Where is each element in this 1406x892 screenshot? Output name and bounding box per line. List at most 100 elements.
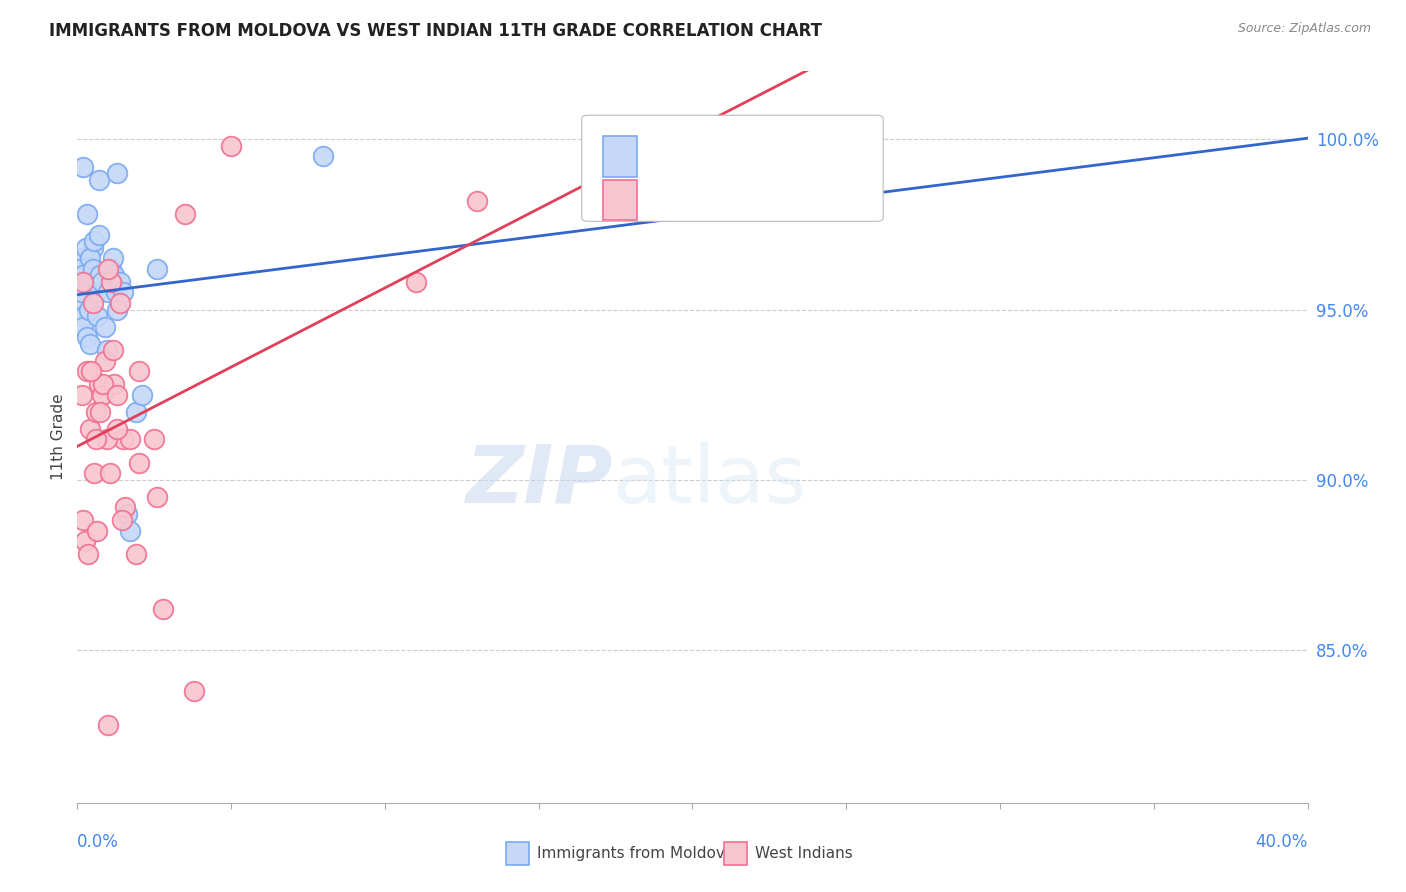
Text: West Indians: West Indians [755,847,853,861]
Point [152,602,174,616]
Point [90,387,114,401]
Text: 0.359: 0.359 [695,147,748,165]
Point [105,302,128,317]
Point [73,310,96,324]
Point [114,500,136,514]
FancyBboxPatch shape [582,115,883,221]
Point [125,548,148,562]
Point [105,166,128,180]
Point [75,241,97,255]
Point [96,432,118,446]
Point [86,524,108,538]
Text: N =: N = [770,191,817,209]
Point [112,285,135,300]
Point [128,364,150,378]
Point [83,235,105,249]
Point [69,261,91,276]
Text: R =: R = [647,191,683,209]
Point [118,432,141,446]
Point [82,295,104,310]
Point [105,421,128,435]
Point [101,343,124,358]
Text: ZIP: ZIP [465,442,613,520]
Point [76,364,98,378]
Point [100,275,122,289]
Point [94,319,117,334]
Point [219,139,242,153]
Text: N =: N = [770,147,817,165]
Point [70,387,93,401]
Text: R =: R = [647,147,683,165]
Point [73,533,96,548]
Point [72,275,94,289]
Point [100,261,122,276]
FancyBboxPatch shape [603,136,637,177]
Point [77,302,100,317]
Point [143,432,166,446]
Point [80,364,103,378]
Point [77,548,100,562]
Point [72,160,94,174]
Point [73,295,96,310]
Text: IMMIGRANTS FROM MOLDOVA VS WEST INDIAN 11TH GRADE CORRELATION CHART: IMMIGRANTS FROM MOLDOVA VS WEST INDIAN 1… [49,22,823,40]
Point [86,310,108,324]
Point [103,268,125,283]
Point [101,252,124,266]
Point [146,261,169,276]
Point [465,194,488,208]
Point [89,268,111,283]
Point [83,466,105,480]
Point [118,524,141,538]
Point [87,173,110,187]
Text: 43: 43 [813,147,837,165]
Point [110,295,132,310]
Point [76,207,98,221]
FancyBboxPatch shape [603,180,637,220]
Point [128,456,150,470]
Point [70,285,93,300]
Text: 0.0%: 0.0% [77,833,120,852]
Point [111,513,134,527]
Point [405,275,427,289]
Point [82,241,104,255]
Point [87,377,110,392]
Point [110,275,132,289]
Point [72,268,94,283]
Point [70,252,93,266]
Point [79,336,101,351]
Point [131,387,153,401]
Point [72,319,94,334]
Y-axis label: 11th Grade: 11th Grade [51,393,66,481]
Text: 0.458: 0.458 [695,191,748,209]
Text: 40.0%: 40.0% [1256,833,1308,852]
Point [84,432,107,446]
Text: 43: 43 [813,191,837,209]
Point [72,285,94,300]
Point [97,285,120,300]
Point [125,404,148,418]
Point [70,275,93,289]
Text: atlas: atlas [613,442,807,520]
Point [84,404,107,418]
Point [97,261,120,276]
Point [72,513,94,527]
Point [174,207,197,221]
Point [76,329,98,343]
Point [89,404,111,418]
Point [93,377,115,392]
Point [312,149,335,163]
Point [77,275,100,289]
Point [112,432,135,446]
Text: Source: ZipAtlas.com: Source: ZipAtlas.com [1237,22,1371,36]
Point [90,275,114,289]
Point [82,261,104,276]
Point [105,387,128,401]
Point [79,252,101,266]
Point [104,285,127,300]
Point [87,227,110,242]
Point [98,466,121,480]
Point [94,353,117,368]
Point [96,343,118,358]
Point [115,507,138,521]
Point [146,490,169,504]
